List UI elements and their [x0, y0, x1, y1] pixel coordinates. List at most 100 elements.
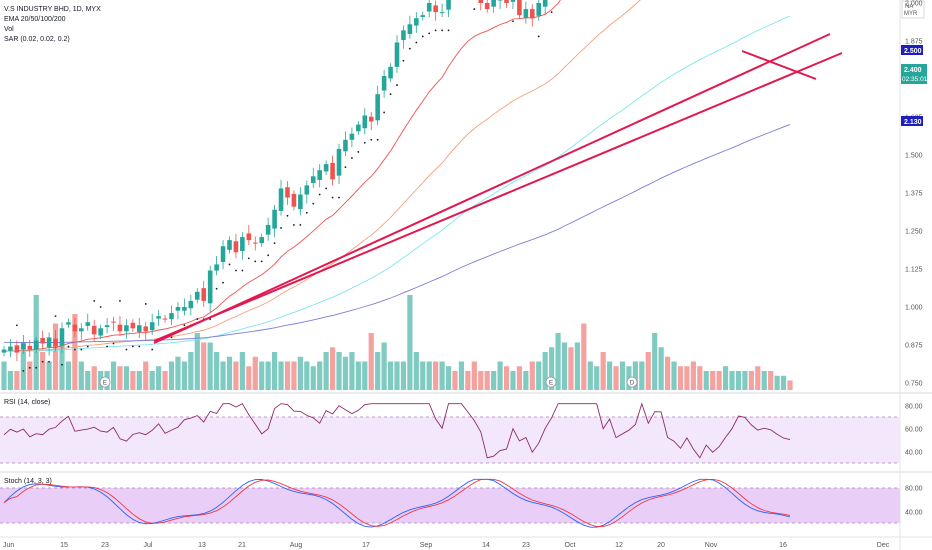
- sar-dot: [254, 260, 257, 263]
- candle-body: [169, 313, 174, 320]
- sar-legend[interactable]: SAR (0.02, 0.02, 0.2): [4, 36, 70, 43]
- candle-body: [529, 9, 535, 19]
- volume-bar: [574, 342, 580, 390]
- candle-body: [401, 30, 406, 41]
- volume-bar: [233, 361, 239, 390]
- sar-dot: [106, 345, 108, 348]
- volume-bar: [226, 356, 233, 390]
- volume-bar: [130, 371, 136, 390]
- volume-bar: [284, 361, 291, 390]
- volume-bar: [207, 342, 213, 390]
- candle-body: [362, 115, 368, 129]
- candle-body: [130, 322, 136, 329]
- trendline-falling[interactable]: [741, 50, 817, 80]
- ema-legend[interactable]: EMA 20/50/100/200: [4, 16, 66, 23]
- candle-body: [175, 307, 181, 311]
- volume-bar: [317, 361, 323, 390]
- sar-dot: [267, 254, 270, 257]
- trendline-lower[interactable]: [153, 52, 843, 342]
- candle-body: [426, 3, 432, 12]
- volume-bar: [7, 371, 14, 390]
- volume-bar: [497, 361, 503, 390]
- currency-top: NA: [905, 4, 913, 10]
- volume-bar: [252, 356, 258, 390]
- volume-bar: [671, 361, 677, 390]
- rsi-tick-label: 80.00: [905, 404, 923, 411]
- volume-bar: [555, 333, 561, 390]
- sar-dot: [99, 306, 102, 308]
- bar-countdown: 02:35:01: [902, 76, 928, 83]
- candle-body: [194, 291, 200, 300]
- candle-body: [291, 193, 297, 207]
- time-tick-label: 12: [615, 542, 623, 549]
- vol-legend[interactable]: Vol: [4, 26, 14, 33]
- time-axis[interactable]: Jun 15 23 Jul 13 21 Aug 17 Sep 14 23 Oct 12 20 Nov 16 De…: [3, 542, 890, 549]
- rsi-tick-label: 40.00: [905, 450, 923, 457]
- rsi-band: [0, 417, 900, 463]
- sar-dot: [389, 93, 392, 96]
- candle-body: [156, 316, 161, 319]
- candle-body: [272, 209, 277, 229]
- sar-dot: [331, 196, 334, 199]
- volume-bar: [14, 371, 20, 390]
- candle-body: [182, 307, 187, 311]
- volume-bar: [381, 342, 387, 390]
- candle-body: [104, 325, 110, 328]
- candle-body: [381, 75, 387, 91]
- volume-bar: [214, 352, 220, 390]
- volume-bar: [735, 371, 742, 390]
- volume-bar: [768, 371, 774, 390]
- volume-bar: [278, 361, 284, 390]
- candle-body: [542, 0, 548, 7]
- sar-dot: [138, 345, 141, 348]
- candle-body: [298, 194, 303, 210]
- rsi-legend[interactable]: RSI (14, close): [4, 399, 50, 406]
- sar-dot: [22, 369, 25, 372]
- sar-dot: [235, 269, 237, 272]
- sar-dot: [67, 345, 70, 348]
- svg-text:2.130: 2.130: [904, 119, 922, 126]
- ema-100-line: [4, 15, 791, 352]
- volume-bar: [716, 371, 722, 390]
- volume-bar: [239, 352, 245, 390]
- volume-bar: [787, 380, 793, 390]
- candle-body: [497, 0, 503, 1]
- volume-bar: [246, 366, 252, 390]
- volume-bar: [420, 361, 426, 390]
- candles[interactable]: [1, 0, 793, 362]
- volume-bar: [529, 361, 535, 390]
- ema-200-line: [3, 123, 791, 344]
- sar-dot: [112, 342, 115, 345]
- sar-dot: [299, 224, 302, 226]
- volume-bar: [581, 323, 587, 390]
- sar-dot: [28, 366, 31, 369]
- sar-dot: [383, 111, 386, 114]
- sar-dot: [273, 242, 276, 245]
- svg-text:2.400: 2.400: [904, 67, 922, 74]
- candle-body: [240, 237, 245, 252]
- sar-dot: [428, 32, 431, 35]
- candle-body: [111, 321, 116, 323]
- sar-dot: [260, 260, 263, 263]
- volume-bar: [613, 366, 619, 390]
- volume-bar: [1, 361, 7, 390]
- sar-dot: [183, 324, 186, 327]
- candle-body: [98, 328, 103, 336]
- candle-body: [59, 328, 65, 346]
- stoch-legend[interactable]: Stoch (14, 3, 3): [4, 478, 52, 485]
- price-axis[interactable]: 2.6252.5002.3752.2502.1252.0001.8751.750…: [905, 0, 923, 388]
- symbol-title[interactable]: V.S INDUSTRY BHD, 1D, MYX: [4, 6, 101, 13]
- trendline-upper[interactable]: [153, 33, 831, 344]
- price-tick-label: 2.000: [905, 1, 923, 8]
- volume-bar: [729, 371, 735, 390]
- volume-bar: [20, 342, 26, 390]
- candle-body: [201, 288, 207, 301]
- candle-body: [136, 325, 142, 332]
- candle-body: [491, 0, 496, 7]
- currency-box[interactable]: [901, 0, 925, 19]
- stoch-k-line: [3, 478, 791, 528]
- sar-dot: [325, 187, 328, 190]
- sar-dot: [131, 345, 134, 348]
